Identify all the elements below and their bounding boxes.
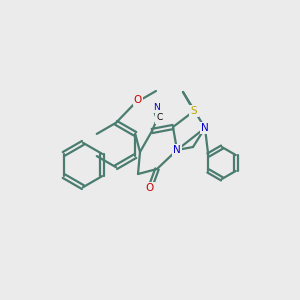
Text: N: N [153,103,160,112]
Text: O: O [134,95,142,105]
Text: N: N [201,123,209,133]
Text: O: O [146,183,154,193]
Text: C: C [156,113,163,122]
Text: S: S [191,106,197,116]
Text: N: N [173,145,181,155]
